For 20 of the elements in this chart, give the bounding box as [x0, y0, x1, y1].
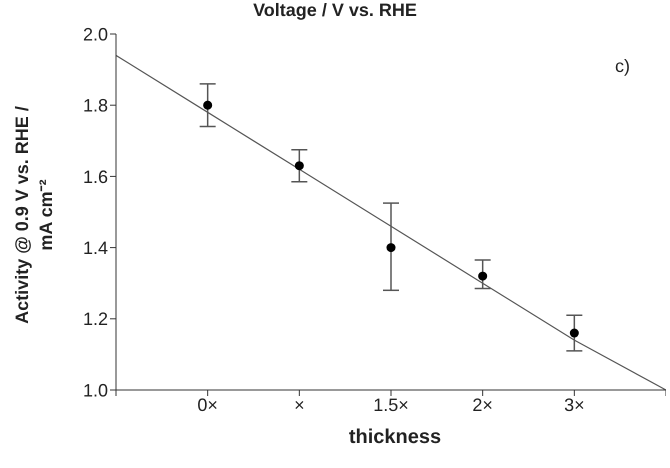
x-tick-label: 2×: [472, 394, 493, 415]
x-tick-label: 3×: [564, 394, 585, 415]
point: [203, 100, 212, 110]
y-axis-title: Activity @ 0.9 V vs. RHE / mA cm⁻²: [11, 106, 57, 324]
y-tick-label: 1.4: [82, 238, 108, 258]
y-tick-label: 2.0: [82, 24, 108, 44]
y-tick-label: 1.0: [82, 380, 108, 400]
x-axis-title: thickness: [348, 426, 442, 449]
x-tick-label: ×: [294, 394, 305, 415]
x-tick-label: 0×: [197, 394, 218, 415]
y-tick-label: 1.2: [82, 309, 108, 330]
point: [386, 243, 396, 252]
point: [570, 328, 579, 338]
point: [478, 272, 488, 281]
point: [294, 161, 304, 170]
x-tick-label: 1.5×: [373, 394, 409, 415]
chart-title: Voltage / V vs. RHE: [252, 0, 418, 21]
y-tick-label: 1.8: [82, 96, 108, 116]
annotation: c): [615, 56, 630, 77]
y-tick-label: 1.6: [82, 166, 108, 187]
